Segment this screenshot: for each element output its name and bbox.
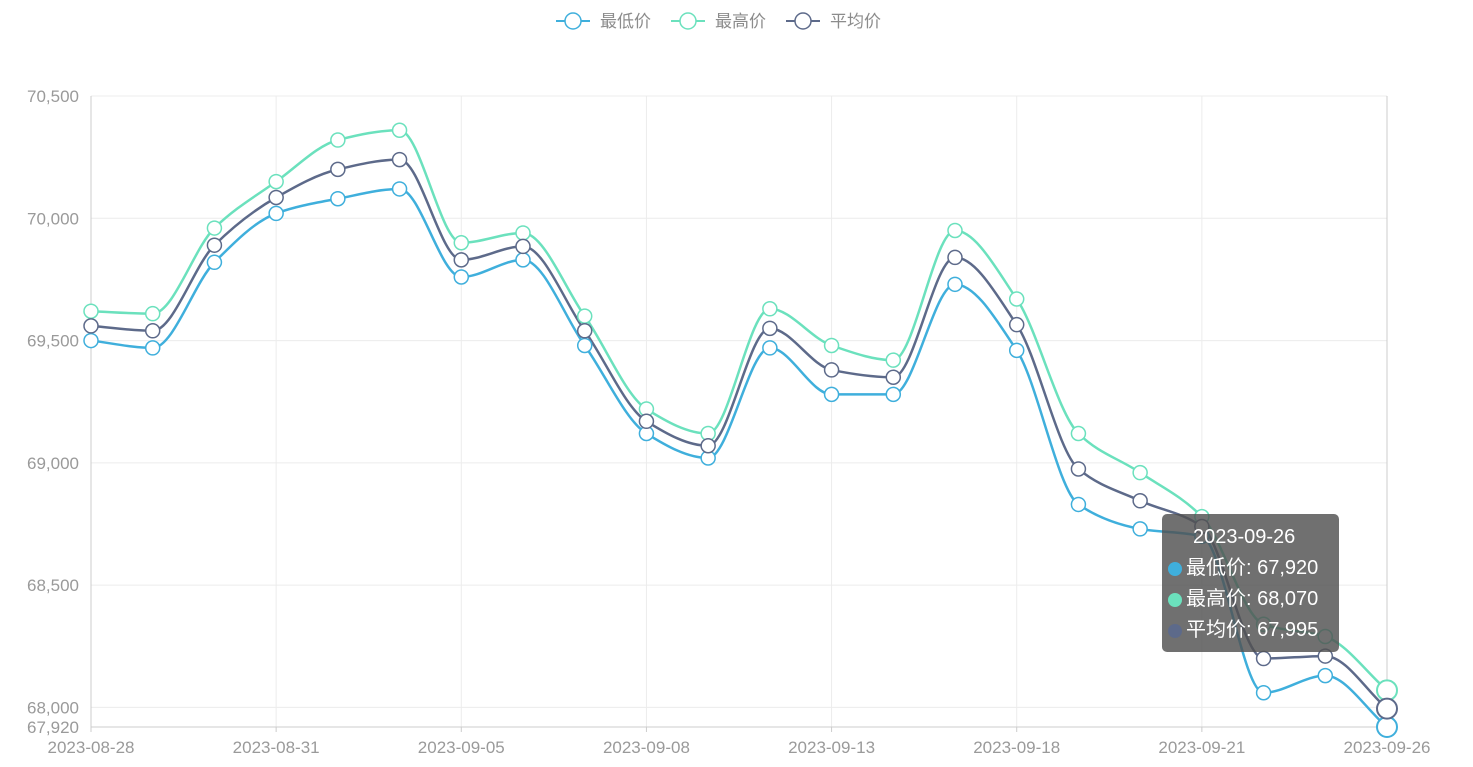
series-line-avg — [90, 158, 1388, 710]
tooltip-dot-avg — [1168, 623, 1182, 638]
legend-marker — [564, 12, 582, 30]
tooltip-dot-high — [1168, 592, 1182, 607]
data-point-high — [83, 303, 99, 319]
data-point-low — [1317, 667, 1334, 684]
tooltip-row-low: 最低价: 67,920 — [1168, 553, 1331, 584]
y-tick-label: 70,000 — [27, 209, 79, 228]
data-point-low — [206, 254, 223, 271]
data-point-high — [515, 225, 531, 241]
series-line-high — [90, 128, 1388, 692]
data-point-low — [1132, 521, 1148, 537]
x-tick-label: 2023-09-18 — [973, 738, 1060, 757]
data-point-low — [391, 181, 408, 197]
y-tick-label: 67,920 — [27, 718, 79, 737]
x-tick-label: 2023-08-31 — [233, 738, 320, 757]
data-point-avg — [947, 249, 963, 266]
data-point-low — [823, 386, 840, 403]
legend-label: 平均价 — [830, 12, 881, 31]
data-point-high — [1008, 291, 1025, 307]
data-point-avg — [1132, 493, 1148, 509]
y-tick-label: 69,500 — [27, 332, 79, 351]
data-point-avg — [515, 238, 531, 255]
legend-item-avg[interactable]: 平均价 — [786, 12, 881, 31]
data-point-high — [762, 301, 778, 317]
tooltip-row-high: 最高价: 68,070 — [1168, 584, 1331, 615]
data-point-low — [1255, 685, 1272, 701]
tooltip-title: 2023-09-26 — [1193, 526, 1296, 548]
data-point-avg — [1376, 697, 1398, 720]
data-point-avg — [330, 161, 346, 178]
x-tick-label: 2023-09-13 — [788, 738, 875, 757]
data-point-low — [330, 190, 346, 207]
legend-item-high[interactable]: 最高价 — [671, 12, 766, 31]
data-point-avg — [885, 369, 902, 386]
tooltip-row-avg: 平均价: 67,995 — [1168, 615, 1331, 646]
legend-label: 最低价 — [600, 12, 651, 31]
legend-marker — [679, 12, 697, 30]
x-tick-label: 2023-09-21 — [1158, 738, 1245, 757]
data-point-high — [268, 173, 284, 190]
data-point-high — [144, 305, 161, 322]
x-tick-label: 2023-09-05 — [418, 738, 505, 757]
data-point-low — [83, 332, 99, 349]
data-point-low — [515, 252, 531, 268]
data-point-avg — [391, 151, 408, 168]
data-point-avg — [700, 437, 716, 454]
y-tick-label: 70,500 — [27, 87, 79, 106]
data-point-high — [1070, 425, 1087, 442]
data-point-low — [762, 340, 778, 356]
y-tick-label: 69,000 — [27, 454, 79, 473]
data-point-high — [576, 308, 593, 324]
data-point-high — [1376, 679, 1398, 702]
data-point-high — [453, 234, 470, 251]
legend[interactable]: 最低价 最高价 平均价 — [556, 12, 881, 31]
data-point-avg — [144, 323, 161, 339]
data-point-avg — [453, 252, 470, 268]
data-point-high — [330, 132, 346, 148]
legend-marker — [794, 12, 812, 30]
data-point-avg — [83, 318, 99, 334]
data-point-avg — [762, 320, 778, 337]
data-point-low — [885, 386, 902, 403]
legend-label: 最高价 — [715, 12, 766, 31]
data-point-low — [1376, 716, 1398, 738]
data-point-high — [391, 122, 408, 138]
data-point-avg — [576, 323, 593, 339]
data-point-avg — [206, 237, 223, 253]
y-tick-label: 68,000 — [27, 698, 79, 717]
x-tick-label: 2023-09-08 — [603, 738, 690, 757]
x-tick-label: 2023-08-28 — [48, 738, 135, 757]
data-point-low — [576, 337, 593, 354]
data-point-low — [144, 340, 161, 356]
data-point-avg — [1255, 650, 1272, 667]
data-point-avg — [1008, 316, 1025, 333]
data-point-high — [947, 222, 963, 239]
data-point-avg — [638, 413, 655, 430]
data-point-low — [1008, 342, 1025, 359]
data-point-avg — [823, 362, 840, 378]
tooltip-dot-low — [1168, 561, 1182, 576]
chart-tooltip: 2023-09-26 最低价: 67,920 最高价: 68,070 平均价: … — [1162, 514, 1339, 652]
data-point-high — [206, 220, 223, 236]
data-point-low — [268, 205, 284, 222]
data-point-high — [1132, 464, 1148, 481]
legend-item-low[interactable]: 最低价 — [556, 12, 651, 31]
data-point-avg — [268, 189, 284, 206]
tooltip-text-avg: 平均价: 67,995 — [1186, 619, 1319, 641]
data-point-low — [947, 276, 963, 293]
x-tick-label: 2023-09-26 — [1344, 738, 1431, 757]
data-point-high — [823, 337, 840, 354]
data-point-high — [885, 352, 902, 368]
data-point-avg — [1070, 461, 1087, 477]
grid-layer — [91, 95, 1387, 727]
tooltip-text-low: 最低价: 67,920 — [1186, 557, 1319, 579]
data-point-low — [1070, 496, 1087, 513]
tooltip-text-high: 最高价: 68,070 — [1186, 588, 1319, 610]
y-tick-label: 68,500 — [27, 576, 79, 595]
data-point-low — [453, 269, 470, 285]
